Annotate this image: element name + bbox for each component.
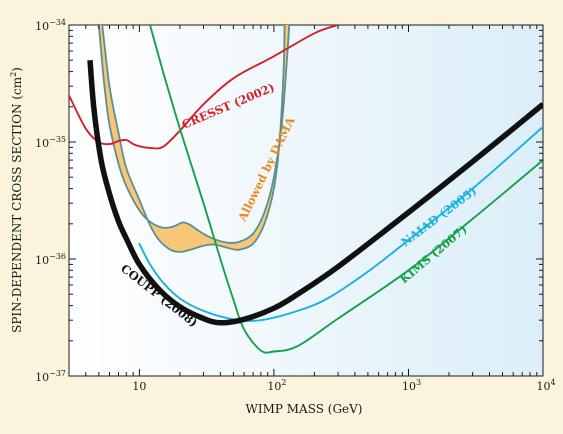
x-tick-label: 102: [267, 378, 286, 393]
x-tick-label: 103: [402, 378, 421, 393]
plot-area: [68, 24, 544, 377]
naiad-line: [138, 125, 543, 322]
x-tick-label: 104: [536, 378, 555, 393]
cresst-line: [69, 25, 340, 150]
y-tick-label: 10−37: [35, 369, 66, 384]
y-tick-label: 10−36: [35, 252, 66, 267]
kims-line: [149, 25, 543, 354]
y-axis-title: SPIN-DEPENDENT CROSS SECTION (cm2): [9, 67, 24, 333]
dama-lower-outline: [101, 25, 286, 253]
coupp-line: [87, 59, 543, 326]
y-tick-label: 10−35: [35, 135, 66, 150]
dama-region: [97, 25, 291, 253]
series-lines: [69, 25, 543, 354]
dama-upper-outline: [97, 25, 291, 244]
axis-ticks: 10 102 103 104 10−34 10−35 10−36 10−37: [35, 18, 555, 393]
y-tick-label: 10−34: [35, 18, 66, 33]
x-axis-title: WIMP MASS (GeV): [246, 402, 363, 416]
x-tick-label: 10: [132, 380, 146, 393]
